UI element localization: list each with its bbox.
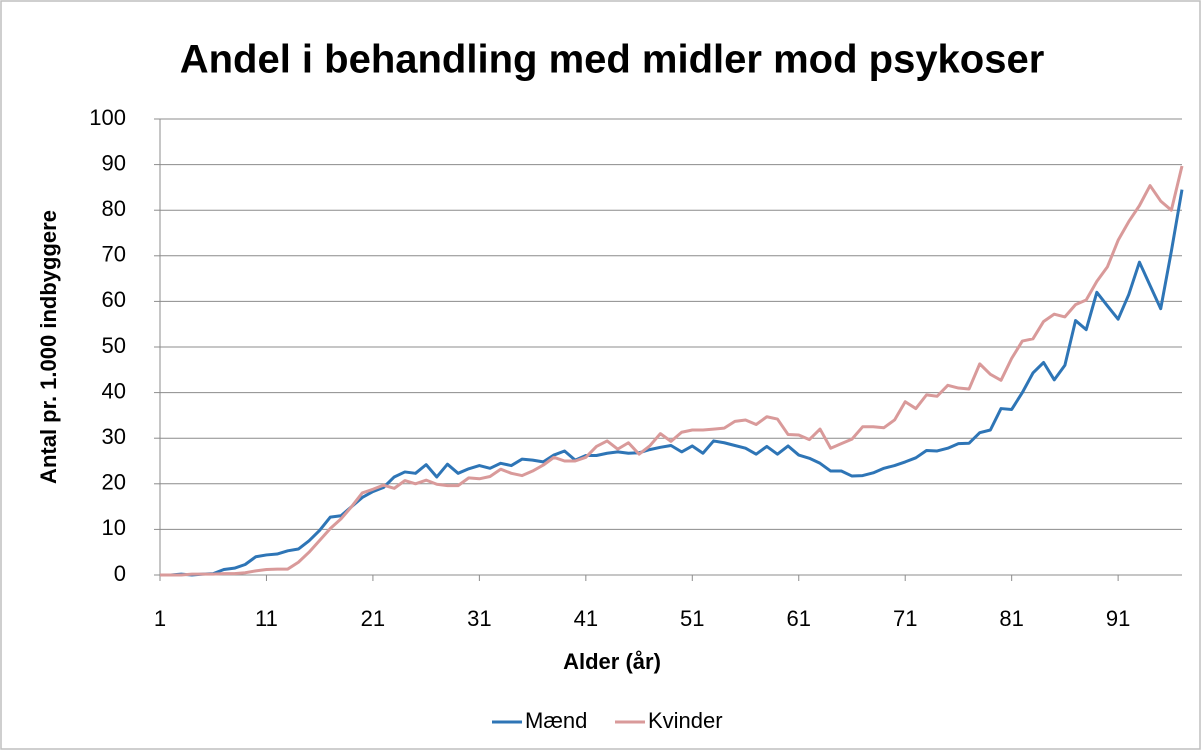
y-tick-label: 10 bbox=[102, 515, 126, 540]
y-tick-label: 20 bbox=[102, 470, 126, 495]
series-line bbox=[160, 165, 1184, 577]
y-tick-label: 30 bbox=[102, 424, 126, 449]
chart-title: Andel i behandling med midler mod psykos… bbox=[180, 38, 1045, 82]
x-tick-label: 71 bbox=[893, 606, 917, 631]
y-tick-label: 70 bbox=[102, 242, 126, 267]
y-tick-label: 0 bbox=[114, 561, 126, 586]
x-tick-label: 31 bbox=[467, 606, 491, 631]
y-tick-label: 90 bbox=[102, 150, 126, 175]
x-tick-label: 91 bbox=[1106, 606, 1130, 631]
y-tick-label: 40 bbox=[102, 378, 126, 403]
x-tick-label: 51 bbox=[680, 606, 704, 631]
x-tick-label: 61 bbox=[787, 606, 811, 631]
series-line bbox=[160, 189, 1184, 577]
x-tick-label: 41 bbox=[574, 606, 598, 631]
y-tick-label: 80 bbox=[102, 196, 126, 221]
x-tick-label: 11 bbox=[255, 606, 278, 631]
y-tick-label: 50 bbox=[102, 333, 126, 358]
y-tick-label: 100 bbox=[89, 105, 126, 130]
x-tick-label: 1 bbox=[154, 606, 166, 631]
x-axis-label: Alder (år) bbox=[563, 649, 661, 674]
legend-label: Kvinder bbox=[648, 708, 723, 733]
x-tick-label: 81 bbox=[999, 606, 1023, 631]
y-tick-label: 60 bbox=[102, 287, 126, 312]
legend-label: Mænd bbox=[525, 708, 587, 733]
y-axis-label: Antal pr. 1.000 indbyggere bbox=[36, 210, 61, 484]
x-tick-label: 21 bbox=[361, 606, 385, 631]
